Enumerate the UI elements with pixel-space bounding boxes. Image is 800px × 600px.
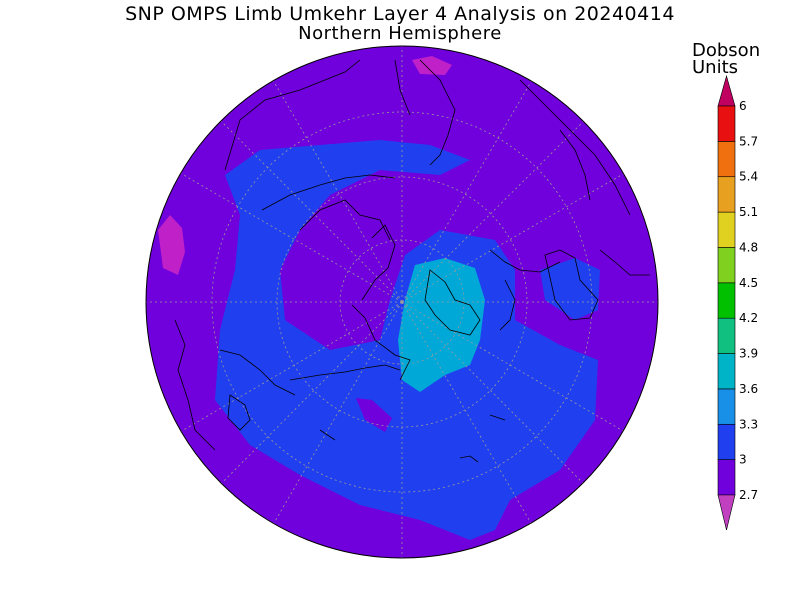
- field-mid-region-east: [540, 258, 600, 320]
- colorbar-tick-label: 5.1: [739, 205, 758, 219]
- colorbar-box: [717, 282, 736, 319]
- colorbar-box: [717, 459, 736, 496]
- colorbar-box: [717, 105, 736, 142]
- colorbar-box: [717, 423, 736, 460]
- colorbar-box: [717, 141, 736, 178]
- colorbar-tick-label: 5.7: [739, 134, 758, 148]
- colorbar-under-arrow: [717, 494, 736, 531]
- colorbar-tick-label: 6: [739, 99, 747, 113]
- colorbar-box: [717, 247, 736, 284]
- colorbar-box: [717, 317, 736, 354]
- colorbar-tick-label: 3.3: [739, 417, 758, 431]
- colorbar-unit-line2: Units: [692, 57, 739, 78]
- colorbar-unit-label: Dobson Units: [692, 40, 761, 78]
- colorbar-tick-label: 3: [739, 453, 747, 467]
- colorbar-over-arrow: [717, 74, 736, 107]
- field-low-patch: [356, 398, 392, 432]
- colorbar-tick-label: 4.2: [739, 311, 758, 325]
- field-minimum-region-west: [158, 215, 185, 275]
- colorbar-tick-label: 4.8: [739, 240, 758, 254]
- map-boundary: [145, 45, 659, 559]
- colorbar-tick-label: 3.6: [739, 382, 758, 396]
- colorbar-tick-label: 4.5: [739, 276, 758, 290]
- colorbar-box: [717, 388, 736, 425]
- colorbar-tick-label: 2.7: [739, 488, 758, 502]
- colorbar-box: [717, 353, 736, 390]
- colorbar-tick-label: 3.9: [739, 347, 758, 361]
- graticule: [146, 46, 658, 558]
- colorbar-box: [717, 176, 736, 213]
- ozone-field: [146, 46, 658, 558]
- coastlines: [174, 59, 650, 463]
- field-minimum-region-north: [412, 56, 452, 75]
- colorbar-box: [717, 211, 736, 248]
- map-subtitle: Northern Hemisphere: [298, 23, 502, 44]
- colorbar-tick-label: 5.4: [739, 170, 758, 184]
- colorbar-unit-line1: Dobson: [692, 40, 761, 61]
- colorbar: 2.7 3 3.3 3.6 3.9 4.2 4.5 4.8 5.1 5.4 5.7 6: [717, 74, 758, 531]
- map-title: SNP OMPS Limb Umkehr Layer 4 Analysis on…: [125, 3, 675, 25]
